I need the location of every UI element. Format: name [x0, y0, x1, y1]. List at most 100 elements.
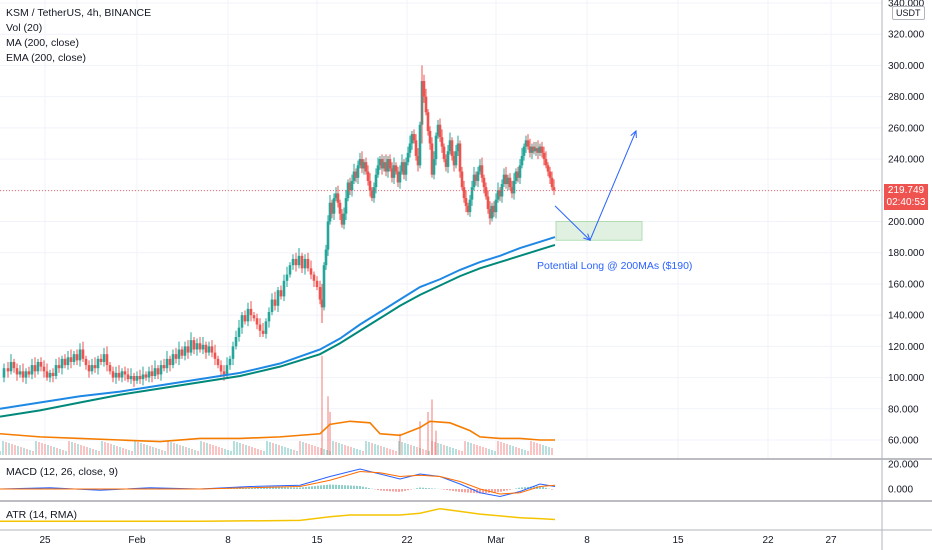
indicator-legend: KSM / TetherUS, 4h, BINANCE Vol (20) MA … [6, 6, 151, 66]
candle-body [201, 344, 205, 350]
candle-body [460, 171, 464, 188]
legend-ema[interactable]: EMA (200, close) [6, 52, 86, 64]
macd-line [0, 468, 556, 498]
macd-tick-label: 0.000 [888, 485, 913, 496]
candle-body [234, 336, 238, 347]
candle-body [482, 177, 486, 188]
candle-body [87, 365, 91, 372]
candle-body [360, 159, 364, 169]
candle-body [51, 372, 55, 377]
candle-body [198, 343, 202, 350]
candle-body [105, 354, 109, 366]
currency-label[interactable]: USDT [892, 6, 925, 20]
price-tick-label: 340.000 [888, 0, 925, 10]
legend-vol[interactable]: Vol (20) [6, 22, 43, 34]
candle-body [156, 368, 160, 375]
candle-body [508, 177, 512, 188]
ma-200-line [0, 236, 556, 410]
candle-body [318, 287, 322, 300]
candle-body [520, 155, 524, 166]
price-badge: 219.749 02:40:53 [884, 184, 928, 210]
candle-body [144, 374, 148, 378]
candle-body [222, 371, 226, 375]
candle-body [252, 315, 256, 319]
candle-body [204, 344, 208, 353]
candle-body [434, 135, 438, 160]
candle-body [328, 202, 332, 222]
candle-body [474, 174, 478, 181]
candle-body [532, 146, 536, 152]
candle-body [446, 151, 450, 167]
candle-body [516, 171, 520, 178]
candle-body [261, 330, 265, 334]
candle-body [135, 376, 139, 381]
candle-body [48, 372, 52, 378]
candle-body [390, 168, 394, 178]
atr-pane-label[interactable]: ATR (14, RMA) [6, 509, 77, 521]
candle-body [410, 134, 414, 144]
candle-body [356, 165, 360, 178]
candle-body [258, 324, 262, 331]
candle-body [228, 358, 232, 366]
candle-body [412, 134, 416, 141]
candle-body [267, 312, 271, 322]
volume-ma-line [0, 420, 555, 443]
candle-body [386, 159, 390, 172]
macd-signal-line [0, 470, 556, 495]
candle-body [428, 130, 432, 144]
candle-body [69, 357, 73, 362]
price-tick-label: 260.000 [888, 123, 925, 134]
atr-line [0, 507, 556, 523]
candle-body [442, 146, 446, 160]
candle-body [378, 159, 382, 166]
candle-body [370, 190, 374, 199]
time-tick-label: 25 [39, 535, 51, 546]
candle-body [502, 174, 506, 185]
candle-body [120, 371, 124, 378]
candle-body [534, 148, 538, 152]
candle-body [81, 349, 85, 359]
candle-body [456, 143, 460, 152]
candle-body [470, 187, 474, 200]
time-tick-label: 22 [762, 535, 774, 546]
candle-body [340, 213, 344, 225]
candle-body [530, 146, 534, 153]
candle-body [63, 358, 67, 366]
candle-body [231, 346, 235, 359]
candle-body [544, 159, 548, 166]
arrow-head-down-icon [583, 233, 591, 242]
time-tick-label: 8 [225, 535, 231, 546]
candle-body [162, 365, 166, 369]
candle-body [6, 368, 10, 372]
legend-ma[interactable]: MA (200, close) [6, 37, 79, 49]
candle-body [243, 315, 247, 322]
candle-body [436, 124, 440, 136]
candle-body [180, 349, 184, 356]
candle-body [177, 349, 181, 359]
candle-body [123, 371, 127, 375]
candle-body [189, 340, 193, 353]
candle-body [538, 146, 542, 153]
candle-body [279, 290, 283, 297]
candle-body [480, 165, 484, 178]
candle-body [488, 209, 492, 219]
candle-body [297, 255, 301, 266]
candle-body [36, 361, 40, 372]
bar-countdown: 02:40:53 [886, 197, 926, 208]
candle-body [291, 258, 295, 266]
candle-body [66, 357, 70, 366]
candle-body [303, 258, 307, 269]
candle-body [159, 365, 163, 375]
macd-pane-label[interactable]: MACD (12, 26, close, 9) [6, 466, 119, 478]
candle-body [518, 165, 522, 178]
candle-body [165, 358, 169, 369]
price-tick-label: 120.000 [888, 342, 925, 353]
candle-body [522, 146, 526, 156]
time-tick-label: Feb [128, 535, 146, 546]
candle-body [380, 159, 384, 169]
candle-body [536, 148, 540, 153]
candle-body [550, 177, 554, 188]
candle-body [468, 199, 472, 213]
candle-body [12, 361, 16, 369]
